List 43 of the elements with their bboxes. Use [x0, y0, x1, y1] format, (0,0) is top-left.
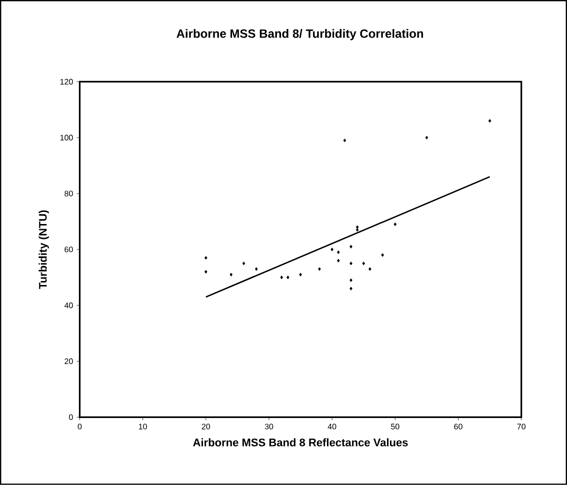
x-tick-label: 60: [454, 424, 462, 430]
y-tick-label: 60: [64, 246, 73, 252]
x-tick-label: 10: [138, 424, 147, 430]
point: [343, 138, 346, 142]
x-tick-label: 30: [264, 424, 274, 430]
point: [280, 276, 283, 280]
point: [381, 253, 384, 257]
point: [299, 272, 302, 276]
x-axis-title: Airborne MSS Band 8 Reflectance Values: [193, 438, 408, 446]
point: [488, 119, 492, 123]
y-axis-title: Turbidity (NTU): [38, 210, 49, 290]
x-tick-label: 70: [517, 424, 526, 430]
x-tick-label: 0: [78, 424, 82, 430]
point: [336, 258, 340, 262]
point: [394, 222, 397, 226]
point: [318, 267, 321, 271]
point: [204, 270, 208, 274]
point: [425, 136, 428, 140]
y-tick-label: 0: [69, 414, 73, 420]
point: [368, 267, 372, 271]
point: [350, 262, 352, 266]
point: [336, 250, 340, 254]
y-tick-label: 120: [60, 78, 73, 85]
point: [330, 248, 334, 252]
y-tick-label: 100: [60, 134, 73, 141]
point: [356, 225, 359, 229]
x-tick-label: 50: [391, 424, 400, 430]
point: [204, 256, 208, 260]
point: [350, 278, 352, 282]
x-tick-label: 40: [328, 424, 336, 430]
point: [356, 228, 359, 232]
y-tick-label: 40: [64, 302, 73, 308]
chart-title: Airborne MSS Band 8/ Turbidity Correlation: [176, 29, 424, 40]
point: [230, 272, 233, 276]
point: [286, 276, 290, 280]
point: [254, 267, 258, 271]
point: [242, 262, 246, 266]
point: [362, 262, 366, 266]
x-tick-label: 20: [202, 424, 210, 430]
point: [350, 244, 352, 249]
y-tick-label: 80: [64, 190, 73, 196]
y-tick-label: 20: [64, 358, 73, 364]
point: [350, 286, 352, 290]
